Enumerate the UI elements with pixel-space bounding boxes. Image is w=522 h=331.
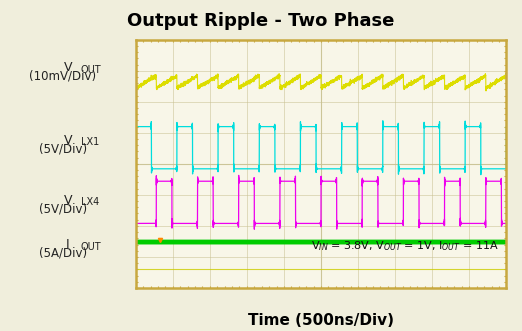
Text: LX4: LX4	[81, 197, 99, 207]
Text: (10mV/Div): (10mV/Div)	[29, 70, 96, 83]
Text: LX1: LX1	[81, 137, 99, 147]
Text: I: I	[66, 238, 69, 252]
Text: V: V	[64, 194, 72, 207]
Text: (5V/Div): (5V/Div)	[39, 202, 87, 215]
Text: V: V	[64, 61, 72, 74]
Text: OUT: OUT	[81, 65, 102, 74]
Text: Output Ripple - Two Phase: Output Ripple - Two Phase	[127, 12, 395, 29]
Text: OUT: OUT	[81, 242, 102, 252]
Text: (5A/Div): (5A/Div)	[39, 247, 87, 260]
Text: (5V/Div): (5V/Div)	[39, 142, 87, 156]
Text: V: V	[64, 134, 72, 147]
Text: V$_{IN}$ = 3.8V, V$_{OUT}$ = 1V, I$_{OUT}$ = 11A: V$_{IN}$ = 3.8V, V$_{OUT}$ = 1V, I$_{OUT…	[311, 239, 499, 253]
Text: Time (500ns/Div): Time (500ns/Div)	[248, 313, 394, 328]
